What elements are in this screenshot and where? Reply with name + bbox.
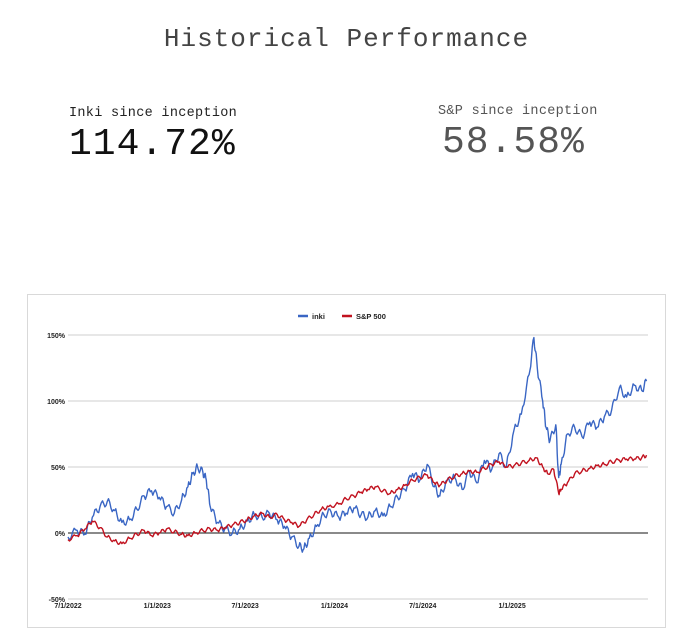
x-tick-label: 7/1/2022 xyxy=(54,603,81,610)
sp-return-stat: S&P since inception 58.58% xyxy=(438,104,598,164)
y-tick-label: 100% xyxy=(47,399,66,406)
performance-chart-panel: 150% 100% 50% 0% -50% 7/1/2022 1/1/2023 7/1/202… xyxy=(27,294,666,628)
sp-return-value: 58.58% xyxy=(442,121,585,164)
x-tick-label: 7/1/2024 xyxy=(409,603,436,610)
legend-label-sp500: S&P 500 xyxy=(356,312,386,321)
inki-return-value: 114.72% xyxy=(69,123,236,166)
page-title: Historical Performance xyxy=(163,24,530,54)
sp-return-label: S&P since inception xyxy=(438,104,598,119)
inki-return-stat: Inki since inception 114.72% xyxy=(69,106,237,166)
y-tick-label: 150% xyxy=(47,333,66,340)
legend-label-inki: inki xyxy=(312,312,325,321)
x-tick-label: 1/1/2024 xyxy=(321,603,348,610)
x-tick-label: 1/1/2023 xyxy=(144,603,171,610)
x-tick-label: 7/1/2023 xyxy=(232,603,259,610)
y-tick-label: -50% xyxy=(49,597,66,604)
y-tick-label: 0% xyxy=(55,531,66,538)
y-tick-label: 50% xyxy=(51,465,66,472)
inki-return-label: Inki since inception xyxy=(69,106,238,121)
performance-line-chart: 150% 100% 50% 0% -50%7/1/2022 1/1/2023 7/1/202… xyxy=(47,312,648,610)
x-tick-label: 1/1/2025 xyxy=(498,603,525,610)
series-line-inki xyxy=(67,336,648,553)
series-line-sp500 xyxy=(67,454,648,546)
